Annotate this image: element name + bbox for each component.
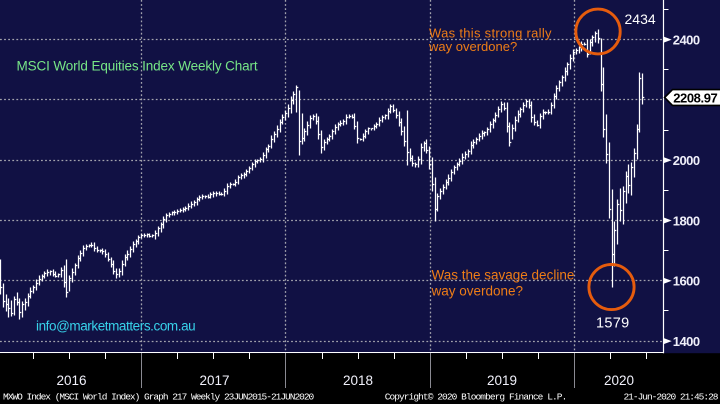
svg-text:21-Jun-2020 21:45:28: 21-Jun-2020 21:45:28 [623, 392, 718, 403]
svg-text:2019: 2019 [487, 373, 517, 388]
svg-text:2016: 2016 [56, 373, 86, 388]
svg-text:2017: 2017 [199, 373, 229, 388]
svg-text:Copyright© 2020 Bloomberg Fina: Copyright© 2020 Bloomberg Finance L.P. [385, 392, 567, 403]
svg-text:2434: 2434 [625, 11, 656, 27]
svg-text:way overdone?: way overdone? [431, 284, 524, 299]
svg-text:1800: 1800 [673, 213, 700, 228]
svg-text:Was the savage decline: Was the savage decline [432, 268, 575, 283]
svg-text:2400: 2400 [673, 32, 700, 47]
svg-text:way overdone?: way overdone? [428, 39, 517, 54]
svg-text:1400: 1400 [673, 334, 700, 349]
svg-text:info@marketmatters.com.au: info@marketmatters.com.au [36, 319, 195, 334]
svg-text:1600: 1600 [673, 274, 700, 289]
svg-text:1579: 1579 [596, 316, 629, 332]
svg-text:MXWO Index (MSCI World Index): MXWO Index (MSCI World Index) Graph 217 … [3, 392, 315, 403]
svg-text:2000: 2000 [673, 153, 700, 168]
svg-text:2018: 2018 [343, 373, 373, 388]
svg-text:2020: 2020 [604, 373, 634, 388]
svg-text:2208.97: 2208.97 [673, 91, 717, 106]
svg-text:Was this strong rally: Was this strong rally [429, 26, 552, 41]
svg-text:MSCI World Equities Index Week: MSCI World Equities Index Weekly Chart [17, 59, 258, 74]
